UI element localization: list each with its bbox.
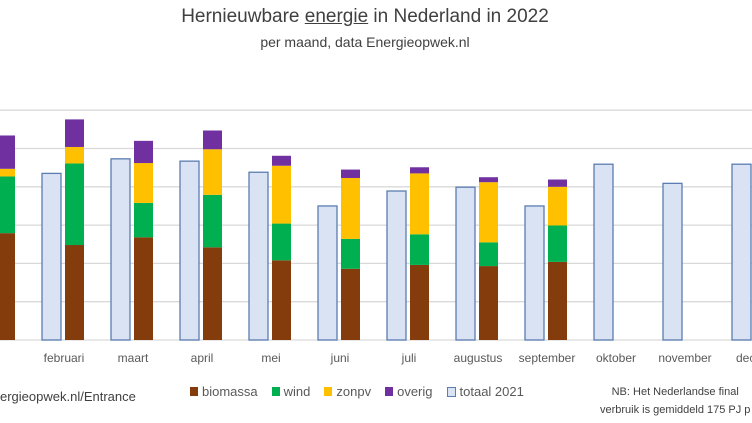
bar-wind-mei (272, 223, 291, 261)
bar-biomassa-april (203, 247, 222, 340)
legend: biomassa wind zonpv overig totaal 2021 (190, 384, 524, 399)
legend-swatch (446, 386, 456, 397)
note: NB: Het Nederlandse final verbruik is ge… (600, 383, 750, 419)
bar-totaal-2021-februari (41, 172, 62, 341)
bar-totaal-2021-september (524, 205, 545, 341)
chart-subtitle: per maand, data Energieopwek.nl (260, 34, 470, 50)
legend-label: overig (397, 384, 433, 399)
bar-biomassa-juni (341, 268, 360, 340)
x-tick-label: juni (330, 351, 350, 365)
bar-wind-juli (410, 234, 429, 265)
bar-wind-januari (0, 176, 15, 234)
bar-totaal-2021-oktober (593, 163, 614, 341)
bar-wind-september (548, 225, 567, 262)
x-tick-label: juli (401, 351, 417, 365)
bar-totaal-2021-december (731, 163, 752, 341)
bar-biomassa-januari (0, 233, 15, 340)
bar-overig-juli (410, 167, 429, 174)
x-tick-label: september (519, 351, 576, 365)
bar-overig-maart (134, 140, 153, 164)
legend-item-overig: overig (385, 384, 433, 399)
source-text: ergieopwek.nl/Entrance (0, 389, 136, 404)
bar-zonpv-april (203, 149, 222, 195)
bar-zonpv-februari (65, 146, 84, 164)
bar-biomassa-juli (410, 264, 429, 340)
x-tick-label: augustus (454, 351, 503, 365)
bar-totaal-2021-november (662, 182, 683, 341)
legend-swatch (271, 387, 280, 396)
bar-wind-april (203, 194, 222, 248)
bar-zonpv-augustus (479, 182, 498, 243)
legend-swatch (385, 387, 394, 396)
x-tick-label: april (191, 351, 214, 365)
bar-biomassa-februari (65, 245, 84, 340)
legend-item-biomassa: biomassa (190, 384, 258, 399)
title-part: in Nederland in 2022 (368, 6, 549, 27)
bar-biomassa-mei (272, 260, 291, 340)
bar-totaal-2021-april (179, 160, 200, 341)
bar-overig-januari (0, 135, 15, 169)
legend-label: totaal 2021 (459, 384, 524, 399)
legend-label: zonpv (336, 384, 372, 399)
bar-zonpv-juli (410, 173, 429, 235)
bar-overig-augustus (479, 177, 498, 183)
legend-swatch (190, 387, 198, 396)
legend-item-totaal-2021: totaal 2021 (446, 384, 524, 399)
bar-biomassa-augustus (479, 266, 498, 340)
bar-zonpv-maart (134, 163, 153, 203)
bar-overig-september (548, 179, 567, 187)
bar-totaal-2021-maart (110, 158, 131, 341)
legend-swatch (324, 387, 333, 396)
bar-totaal-2021-juli (386, 190, 407, 341)
bar-totaal-2021-augustus (455, 186, 476, 341)
title-part-underlined: energie (304, 6, 369, 27)
note-line: NB: Het Nederlandse final (611, 386, 739, 398)
x-tick-label: maart (118, 351, 149, 365)
bar-overig-mei (272, 155, 291, 166)
legend-item-wind: wind (271, 384, 311, 399)
bar-overig-juni (341, 169, 360, 178)
chart-title: Hernieuwbare energie in Nederland in 202… (0, 6, 730, 28)
bar-zonpv-juni (341, 177, 360, 239)
bar-zonpv-mei (272, 165, 291, 224)
legend-item-zonpv: zonpv (324, 384, 371, 399)
x-tick-label: november (658, 351, 711, 365)
bar-wind-maart (134, 202, 153, 238)
x-tick-label: mei (261, 351, 280, 365)
note-line: verbruik is gemiddeld 175 PJ p (600, 404, 751, 416)
bar-totaal-2021-juni (317, 205, 338, 341)
legend-label: wind (283, 384, 311, 399)
bar-overig-februari (65, 119, 84, 147)
bar-zonpv-januari (0, 168, 15, 177)
x-tick-label: decem (736, 351, 752, 365)
bar-biomassa-september (548, 261, 567, 340)
x-tick-label: oktober (596, 351, 636, 365)
bar-wind-februari (65, 163, 84, 246)
bar-overig-april (203, 130, 222, 150)
bar-wind-augustus (479, 242, 498, 267)
bar-biomassa-maart (134, 237, 153, 340)
bar-zonpv-september (548, 186, 567, 226)
x-tick-label: februari (44, 351, 85, 365)
bar-wind-juni (341, 238, 360, 269)
bar-totaal-2021-mei (248, 171, 269, 341)
legend-label: biomassa (202, 384, 258, 399)
title-part: Hernieuwbare (181, 6, 305, 27)
